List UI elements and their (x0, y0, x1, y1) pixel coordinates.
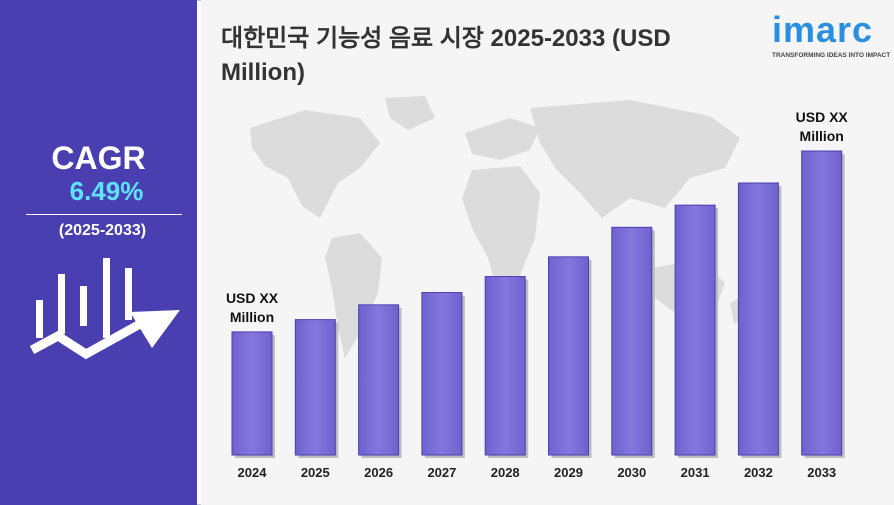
bar-chart: 2024 2025 2026 2027 2028 2029 2030 2031 2032 2033… (226, 109, 849, 480)
bar-2032 (737, 182, 779, 456)
cagr-label: CAGR (51, 140, 146, 176)
cagr-value: 6.49% (69, 176, 144, 206)
bar-growth-arrow-icon (29, 258, 180, 360)
world-map-backdrop (250, 96, 744, 358)
sidebar-panel: CAGR 6.49% (2025-2033) (0, 0, 197, 505)
tick-label-2024: 2024 (238, 465, 268, 480)
tick-label-2028: 2028 (491, 465, 520, 480)
bar-2025 (294, 319, 336, 456)
tick-label-2026: 2026 (364, 465, 393, 480)
logo-tagline: TRANSFORMING IDEAS INTO IMPACT (772, 52, 891, 59)
tick-label-2033: 2033 (807, 465, 836, 480)
data-label-2024: Million (230, 309, 274, 325)
bar-2031 (674, 204, 716, 456)
chart-title: 대한민국 기능성 음료 시장 2025-2033 (USD Million) (221, 25, 671, 86)
imarc-logo: imarc TRANSFORMING IDEAS INTO IMPACT (772, 10, 892, 62)
tick-label-2029: 2029 (554, 465, 583, 480)
logo-wordmark: imarc (772, 9, 874, 50)
bar-2026 (358, 304, 400, 456)
bar-2030 (611, 226, 653, 456)
bar-2027 (421, 292, 463, 456)
divider (26, 214, 182, 215)
bar-2029 (548, 256, 589, 456)
tick-label-2025: 2025 (301, 465, 330, 480)
bar-2024 (231, 331, 273, 456)
tick-label-2031: 2031 (681, 465, 710, 480)
tick-label-2032: 2032 (744, 465, 773, 480)
cagr-period: (2025-2033) (58, 222, 147, 239)
bar-2033 (801, 150, 843, 456)
data-label-2033: USD XX (796, 109, 849, 125)
tick-label-2027: 2027 (427, 465, 456, 480)
bar-2028 (484, 276, 526, 456)
tick-label-2030: 2030 (617, 465, 646, 480)
data-label-2024: USD XX (226, 290, 279, 306)
data-label-2033: Million (800, 128, 844, 144)
